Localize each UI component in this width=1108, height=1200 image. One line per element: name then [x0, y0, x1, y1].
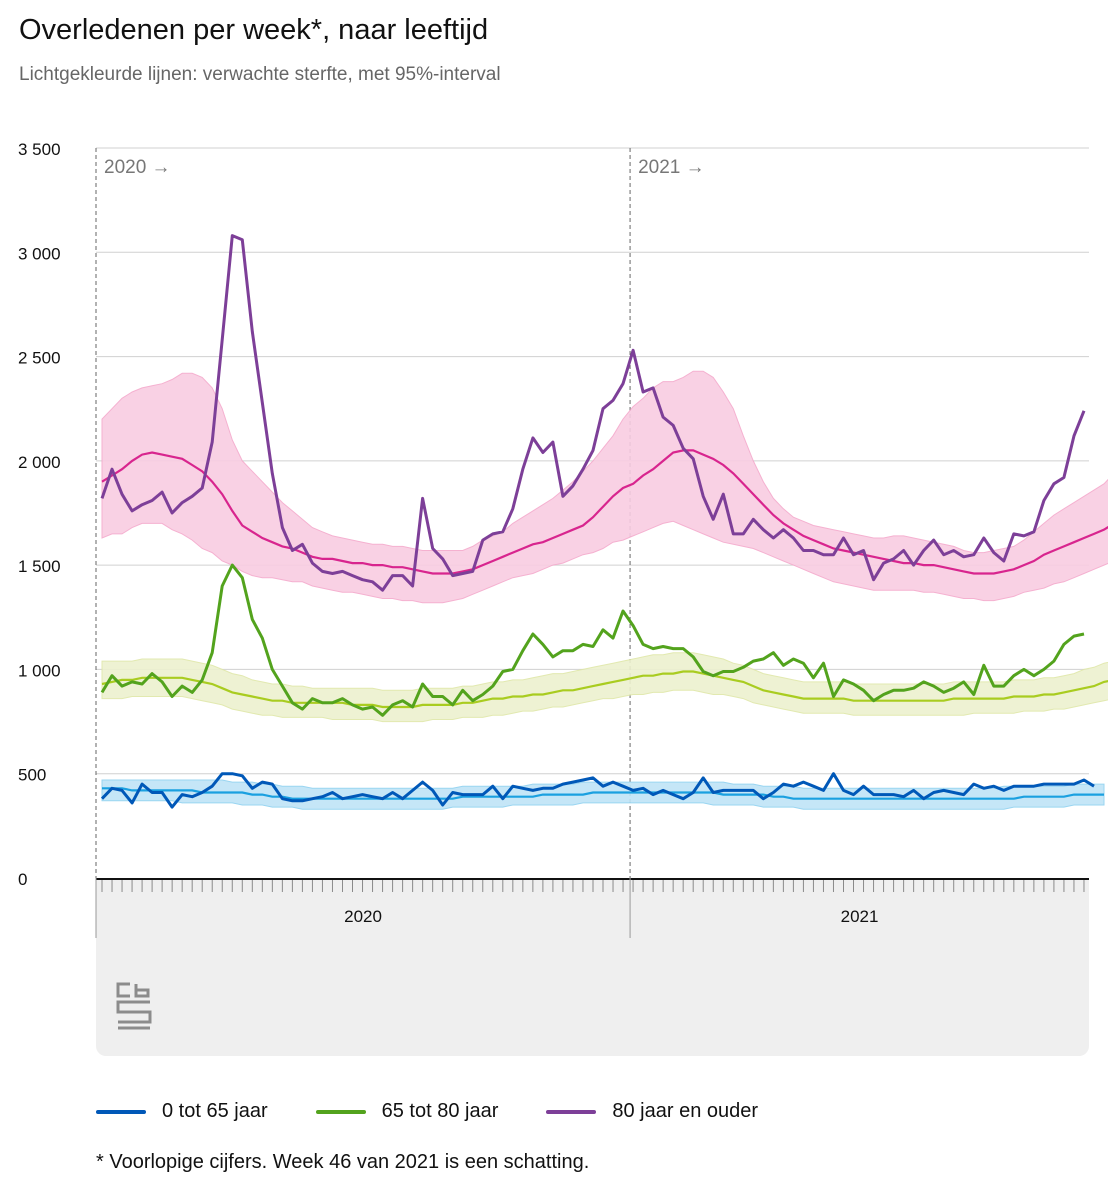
expected-line — [102, 787, 1104, 800]
series-line — [100, 234, 1086, 592]
y-tick-label: 2 000 — [18, 453, 61, 472]
cbs-logo-icon — [116, 982, 152, 1030]
chart-footer-panel — [96, 938, 1089, 1056]
legend-swatch — [546, 1109, 597, 1114]
legend-label: 0 tot 65 jaar — [162, 1100, 268, 1122]
y-tick-label: 2 500 — [18, 349, 61, 368]
legend-item-65-80: 65 tot 80 jaar — [315, 1100, 499, 1123]
line-chart: 0 500 1 000 1 500 2 000 2 500 3 000 3 500 2020 →… — [18, 140, 1108, 938]
y-tick-label: 3 500 — [18, 140, 61, 159]
y-tick-label: 3 000 — [18, 244, 61, 263]
legend-item-0-65: 0 tot 65 jaar — [96, 1100, 268, 1123]
y-tick-label: 0 — [18, 870, 27, 889]
series-line — [100, 563, 1085, 717]
y-tick-label: 1 500 — [18, 557, 61, 576]
legend-swatch — [96, 1109, 146, 1114]
year-marker: 2020 → — [104, 157, 171, 178]
year-marker: 2021 → — [638, 157, 705, 178]
x-group-label: 2021 — [841, 907, 879, 926]
legend-item-80-plus: 80 jaar en ouder — [546, 1100, 758, 1123]
chart-title: Overledenen per week*, naar leeftijd — [19, 14, 489, 46]
legend-swatch — [315, 1109, 366, 1114]
x-group-label: 2020 — [344, 907, 382, 926]
y-tick-label: 1 000 — [18, 661, 61, 680]
confidence-band — [101, 779, 1105, 810]
series-line — [100, 772, 1095, 809]
confidence-band — [101, 370, 1108, 604]
legend-label: 80 jaar en ouder — [612, 1100, 759, 1122]
y-tick-label: 500 — [18, 766, 46, 785]
chart-subtitle: Lichtgekleurde lijnen: verwachte sterfte… — [19, 64, 501, 85]
legend-label: 65 tot 80 jaar — [381, 1100, 499, 1122]
expected-line — [101, 670, 1108, 709]
footnote: * Voorlopige cijfers. Week 46 van 2021 i… — [96, 1151, 590, 1173]
expected-line — [101, 449, 1108, 575]
chart-legend: 0 tot 65 jaar 65 tot 80 jaar 80 jaar en … — [96, 1100, 806, 1123]
